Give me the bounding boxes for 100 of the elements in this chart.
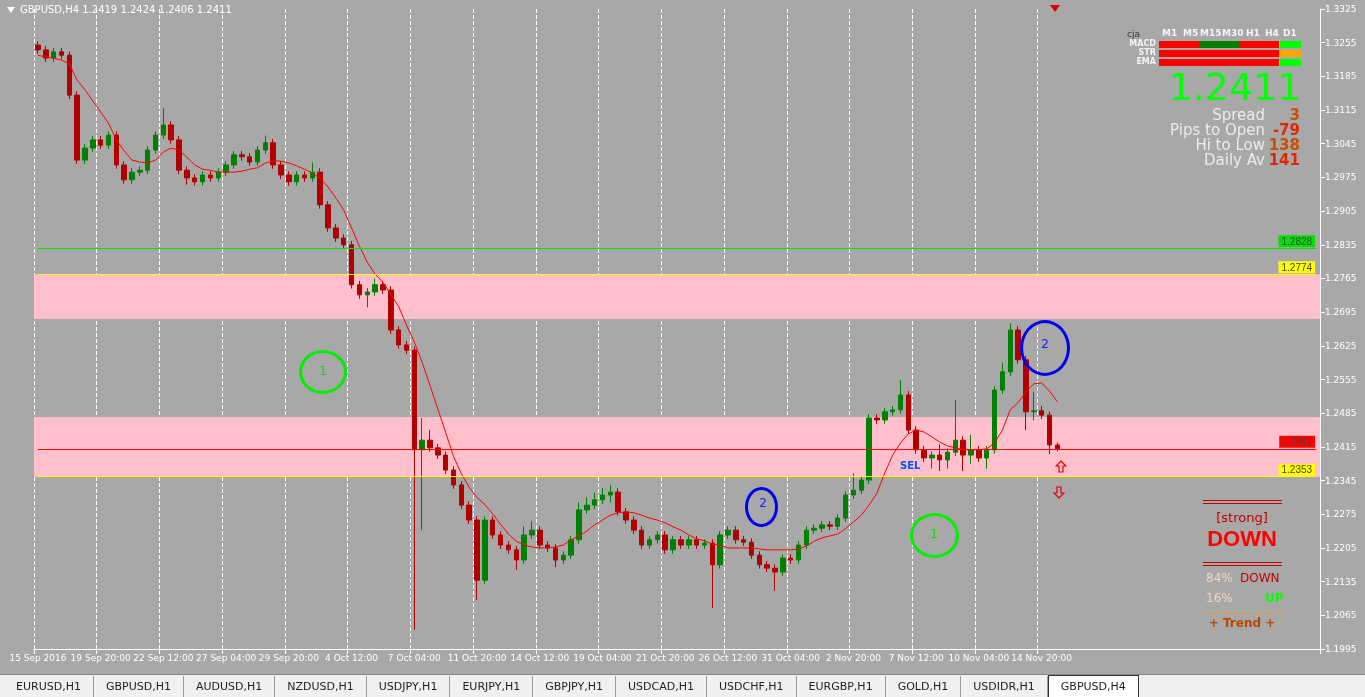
candlestick (1015, 325, 1021, 365)
candlestick (514, 545, 519, 571)
candlestick (945, 447, 950, 470)
y-tick-label: 1.3045 (1325, 138, 1357, 149)
annotation: M15 (1200, 28, 1222, 38)
candlestick (592, 492, 597, 510)
candlestick (74, 90, 80, 165)
candlestick (686, 535, 692, 550)
candlestick (984, 445, 989, 470)
candlestick (1039, 405, 1044, 420)
annotation: 2 (759, 496, 767, 510)
ref-line-label: 1.2828 (1281, 235, 1313, 247)
candlestick (890, 405, 895, 417)
candlestick (325, 200, 331, 233)
candlestick (968, 434, 974, 465)
candlestick (192, 173, 197, 187)
candlestick (404, 340, 409, 355)
candlestick (561, 550, 566, 565)
candlestick (960, 435, 966, 472)
candlestick (921, 445, 927, 463)
annotation: EMA (1136, 57, 1156, 66)
candlestick (600, 487, 605, 505)
annotation: 1 (319, 364, 327, 378)
candlestick (827, 520, 833, 531)
candlestick (184, 165, 190, 186)
annotation: DOWN (1207, 526, 1277, 551)
y-tick-label: 1.2695 (1325, 307, 1357, 318)
candlestick (278, 160, 284, 180)
candlestick (757, 550, 762, 570)
candlestick (1008, 322, 1013, 377)
candlestick (129, 167, 135, 185)
candlestick (294, 170, 299, 187)
y-tick-label: 1.2135 (1325, 576, 1357, 587)
y-tick-label: 1.2485 (1325, 408, 1357, 419)
candlestick (506, 540, 511, 555)
annotation: Hi to Low (1195, 136, 1265, 154)
candlestick (200, 170, 205, 187)
candlestick (521, 525, 527, 565)
candlestick (662, 530, 668, 555)
candlestick (388, 285, 394, 335)
x-tick-label: 2 Nov 20:00 (825, 652, 882, 663)
candlestick (655, 530, 660, 545)
annotation: STR (1138, 48, 1156, 57)
annotation: 1 (930, 527, 938, 541)
x-tick-label: 11 Oct 20:00 (447, 652, 507, 663)
candlestick (741, 535, 746, 547)
candlestick (811, 523, 817, 535)
x-tick-label: 10 Nov 04:00 (948, 652, 1010, 663)
candlestick (98, 135, 103, 150)
x-tick-label: 19 Sep 20:00 (70, 652, 131, 663)
candlestick (866, 413, 872, 485)
x-tick-label: 14 Oct 12:00 (510, 652, 570, 663)
y-tick-label: 1.2415 (1325, 441, 1357, 452)
annotation: M30 (1222, 28, 1244, 38)
y-tick-label: 1.2765 (1325, 273, 1357, 284)
candlestick (906, 390, 911, 435)
annotation: UP (1265, 591, 1284, 605)
candlestick (764, 560, 770, 573)
candlestick (67, 50, 72, 100)
annotation: cja (1127, 29, 1140, 39)
annotation: 141 (1268, 151, 1300, 169)
candlestick (51, 47, 56, 63)
annotation: + Trend + (1208, 616, 1276, 630)
candlestick (482, 515, 488, 585)
annotation: 138 (1268, 136, 1300, 154)
x-tick-label: 7 Oct 04:00 (387, 652, 442, 663)
candlestick (443, 450, 448, 475)
candlestick (263, 135, 268, 155)
candlestick (412, 345, 417, 631)
annotation: M1 (1162, 28, 1178, 38)
candlestick (1031, 391, 1037, 421)
candlestick (35, 40, 41, 55)
x-tick-label: 22 Sep 12:00 (133, 652, 194, 663)
y-tick-label: 1.3115 (1325, 105, 1357, 116)
x-tick-label: 7 Nov 12:00 (888, 652, 944, 663)
candlestick (537, 525, 543, 550)
candlestick (631, 515, 637, 535)
annotation: D1 (1283, 28, 1297, 38)
candlestick (396, 325, 401, 350)
candlestick (678, 535, 684, 550)
annotation: 84% (1206, 571, 1233, 585)
candlestick (466, 500, 472, 525)
y-tick-label: 1.3255 (1325, 37, 1357, 48)
y-tick-label: 1.3325 (1325, 4, 1357, 14)
candlestick (498, 530, 503, 550)
candlestick (231, 150, 237, 170)
annotation: SEL (900, 460, 921, 471)
candlestick (529, 520, 535, 540)
x-tick-label: 4 Oct 12:00 (325, 652, 379, 663)
candlestick (90, 135, 96, 153)
annotation: H1 (1246, 28, 1260, 38)
candlestick (553, 543, 558, 568)
candlestick (733, 525, 739, 545)
ref-line-label: 1.2774 (1281, 261, 1313, 273)
x-tick-label: 14 Nov 20:00 (1011, 652, 1073, 663)
candlestick (576, 501, 582, 545)
candlestick (302, 170, 307, 183)
text: NZDUSD,H1 (275, 676, 367, 697)
candlestick (835, 513, 840, 531)
annotation: Daily Av (1204, 151, 1265, 169)
